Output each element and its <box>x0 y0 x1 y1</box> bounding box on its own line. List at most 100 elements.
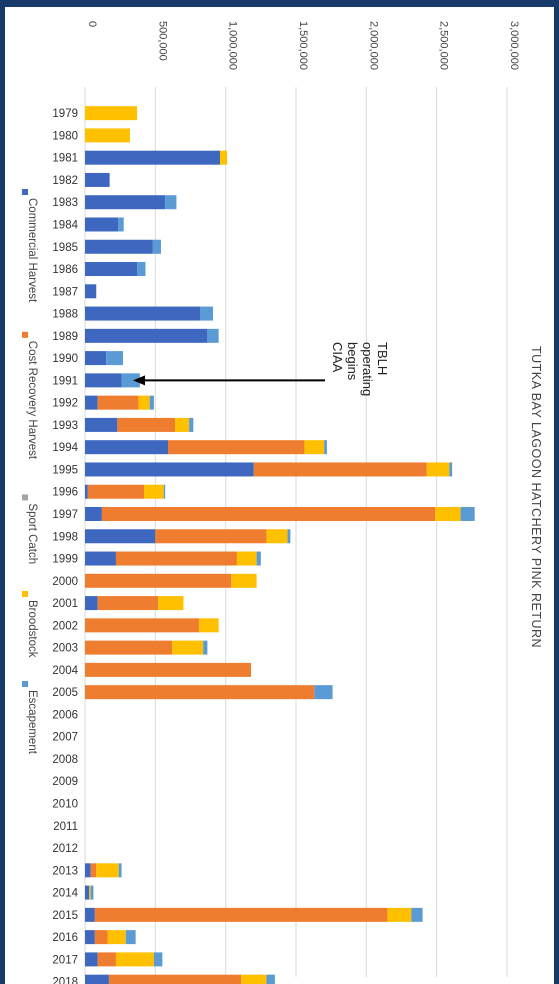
bar-segment <box>85 239 153 254</box>
bar-segment <box>155 529 267 544</box>
category-label: 2011 <box>53 821 78 833</box>
category-label: 1984 <box>52 219 78 231</box>
category-label: 1989 <box>52 331 78 343</box>
category-label: 1993 <box>52 420 78 432</box>
category-label: 1979 <box>52 108 78 120</box>
bar-segment <box>449 462 453 477</box>
bar-segment <box>435 506 461 521</box>
bar-segment <box>85 685 315 700</box>
bar-segment <box>117 417 176 432</box>
bar-segment <box>241 974 267 984</box>
bar-segment <box>85 328 208 343</box>
bar-segment <box>85 417 118 432</box>
tick-label: 500,000 <box>156 21 168 61</box>
bar-segment <box>85 150 221 165</box>
bar-segment <box>85 217 119 232</box>
category-label: 2001 <box>52 598 78 610</box>
bar-segment <box>203 640 208 655</box>
bar-segment <box>115 551 237 566</box>
bar-segment <box>85 662 251 677</box>
bar-segment <box>324 440 327 455</box>
bar-segment <box>96 863 119 878</box>
bar-segment <box>97 395 139 410</box>
bar-segment <box>107 930 126 945</box>
bar-segment <box>175 417 190 432</box>
bar-segment <box>85 573 232 588</box>
category-label: 1998 <box>52 531 78 543</box>
bar-segment <box>144 484 164 499</box>
bar-segment <box>89 885 91 900</box>
bar-segment <box>85 529 156 544</box>
category-label: 1988 <box>52 309 78 321</box>
bar-segment <box>118 217 124 232</box>
category-label: 2014 <box>52 888 78 900</box>
bar-segment <box>106 351 123 366</box>
tick-label: 1,000,000 <box>227 21 239 70</box>
bar-segment <box>287 529 291 544</box>
category-label: 2018 <box>52 977 78 984</box>
bar-segment <box>256 551 261 566</box>
category-label: 1992 <box>52 398 78 410</box>
category-label: 2012 <box>52 843 78 855</box>
category-label: 1990 <box>52 353 78 365</box>
chart-title: TUTKA BAY LAGOON HATCHERY PINK RETURN <box>529 346 543 648</box>
tick-label: 2,500,000 <box>438 21 450 70</box>
legend-label: Cost Recovery Harvest <box>26 341 38 460</box>
chart: 0 500,000 1,000,000 1,500,000 2,000,000 2,500… <box>22 21 543 984</box>
bar-segment <box>85 484 88 499</box>
bar-segment <box>87 484 145 499</box>
bar-segment <box>85 395 98 410</box>
category-label: 1996 <box>52 487 78 499</box>
category-label: 2002 <box>52 620 78 632</box>
annotation-text: CIAAbeginsoperatingTBLH <box>330 342 390 396</box>
tick-label: 0 <box>86 21 98 27</box>
bar-segment <box>85 952 98 967</box>
annotation-arrowhead <box>133 375 145 386</box>
bar-segment <box>220 150 228 165</box>
bar-segment <box>115 952 154 967</box>
category-label: 1982 <box>52 175 78 187</box>
bar-segment <box>85 640 173 655</box>
bar-segment <box>189 417 194 432</box>
bar-segment <box>101 506 436 521</box>
bar-segment <box>94 907 388 922</box>
bar-segment <box>85 172 110 187</box>
bar-segment <box>94 930 108 945</box>
category-label: 2010 <box>52 799 78 811</box>
category-label: 1983 <box>52 197 78 209</box>
bar-segment <box>200 306 214 321</box>
category-label: 1997 <box>52 509 78 521</box>
bar-segment <box>266 529 288 544</box>
bar-segment <box>97 596 159 611</box>
tick-label: 1,500,000 <box>297 21 309 70</box>
bar-segment <box>411 907 423 922</box>
bar-segment <box>108 974 242 984</box>
bar-segment <box>304 440 325 455</box>
bar-segment <box>460 506 475 521</box>
bar-segment <box>85 907 95 922</box>
category-label: 2007 <box>52 732 78 744</box>
category-label: 2003 <box>52 643 78 655</box>
bar-segment <box>85 885 90 900</box>
bar-segment <box>149 395 154 410</box>
category-label: 2005 <box>52 687 78 699</box>
category-label: 2017 <box>52 954 78 966</box>
bar-segment <box>387 907 412 922</box>
bar-segment <box>138 395 150 410</box>
bar-segment <box>85 440 168 455</box>
bar-segment <box>90 885 94 900</box>
category-label: 2009 <box>52 776 78 788</box>
category-label: 2013 <box>52 865 78 877</box>
bar-segment <box>153 952 163 967</box>
bar-segment <box>85 462 254 477</box>
bar-segment <box>121 373 140 388</box>
bar-segment <box>90 863 97 878</box>
bar-segment <box>85 106 138 121</box>
bar-segment <box>85 128 131 143</box>
category-label: 1987 <box>52 286 78 298</box>
legend-label: Escapement <box>26 690 38 755</box>
bar-segment <box>172 640 204 655</box>
bar-segment <box>152 239 161 254</box>
bar-segment <box>85 551 116 566</box>
legend-swatch <box>22 681 28 687</box>
